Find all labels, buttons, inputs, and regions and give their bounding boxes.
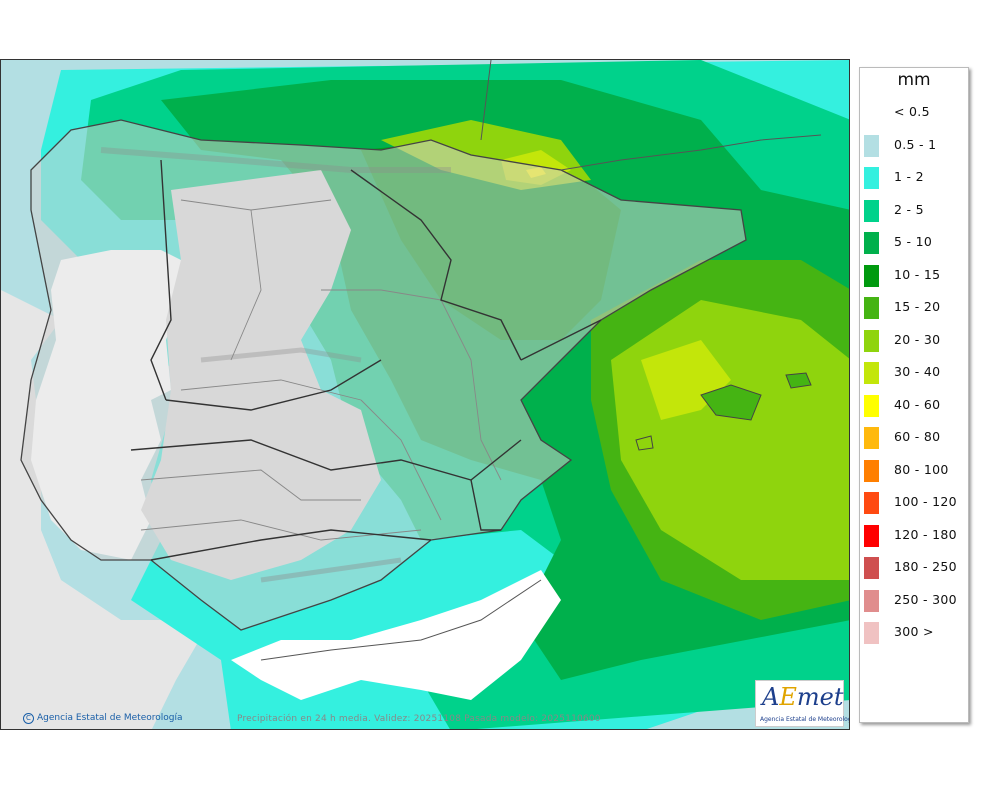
legend-swatch [864,394,879,417]
legend-swatch [864,297,879,319]
credit-text: Agencia Estatal de Meteorología [37,713,183,723]
legend-swatch [864,102,879,124]
legend-label: 10 - 15 [894,266,941,282]
legend-item: 5 - 10 [864,230,964,254]
legend-label: 30 - 40 [894,364,941,379]
legend-swatch [864,524,879,547]
legend-item: 180 - 250 [864,555,964,579]
legend-swatch [864,134,879,157]
legend-item: 40 - 60 [864,393,964,417]
legend-label: 15 - 20 [894,299,941,314]
legend-label: 20 - 30 [894,331,941,347]
legend-item: 20 - 30 [864,328,964,352]
legend-label: 300 > [894,624,934,639]
legend-item: 300 > [864,620,964,644]
legend-item: 0.5 - 1 [864,133,964,157]
legend-unit: mm [897,70,931,90]
legend-item: 60 - 80 [864,425,964,449]
legend-label: < 0.5 [894,104,930,119]
legend-swatch [864,589,879,612]
legend-swatch [864,557,879,579]
legend-swatch [864,362,879,384]
legend-item: 10 - 15 [864,263,964,287]
legend-label: 1 - 2 [894,169,924,184]
map-footer: Precipitación en 24 h media. Validez: 20… [237,714,601,724]
legend-label: 80 - 100 [894,461,949,477]
legend-label: 0.5 - 1 [894,136,937,152]
legend-swatch [864,232,879,254]
legend-label: 2 - 5 [894,201,924,217]
aemet-logo[interactable]: AEmet Agencia Estatal de Meteorología [755,680,849,727]
legend-item: 1 - 2 [864,165,964,189]
legend-label: 180 - 250 [894,559,957,574]
legend-item: 120 - 180 [864,523,964,547]
legend-swatch [864,167,879,189]
legend-label: 100 - 120 [894,494,957,509]
legend-item: < 0.5 [864,100,964,124]
legend-item: 250 - 300 [864,588,964,612]
legend-item: 15 - 20 [864,295,964,319]
legend-swatch [864,492,879,514]
legend-swatch [864,264,879,287]
legend-swatch [864,622,879,644]
legend-swatch [864,199,879,222]
aemet-logo-mark: AEmet [762,683,844,711]
legend-item: 30 - 40 [864,360,964,384]
precipitation-map[interactable]: C Agencia Estatal de Meteorología Precipi… [0,59,850,730]
precipitation-legend: mm < 0.5 0.5 - 1 1 - 2 2 - 5 5 - 10 10 - 15 15… [859,67,969,723]
legend-swatch [864,329,879,352]
legend-swatch [864,459,879,482]
legend-label: 60 - 80 [894,429,941,444]
copyright-icon: C [23,713,34,724]
legend-item: 80 - 100 [864,458,964,482]
aemet-logo-subtitle: Agencia Estatal de Meteorología [760,716,850,723]
legend-label: 120 - 180 [894,526,957,542]
legend-label: 40 - 60 [894,396,941,412]
map-canvas [1,60,849,729]
agency-credit[interactable]: C Agencia Estatal de Meteorología [23,713,183,724]
legend-label: 250 - 300 [894,591,957,607]
legend-item: 100 - 120 [864,490,964,514]
legend-item: 2 - 5 [864,198,964,222]
legend-label: 5 - 10 [894,234,933,249]
legend-swatch [864,427,879,449]
